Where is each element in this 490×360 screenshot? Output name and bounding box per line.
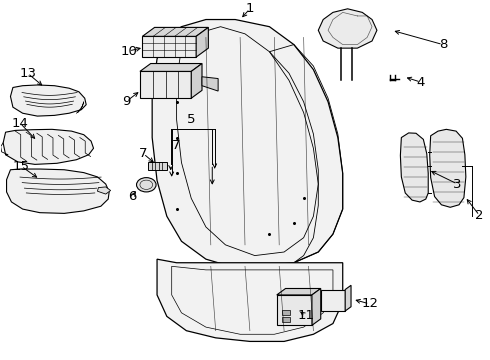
Polygon shape	[98, 187, 111, 194]
Bar	[321, 289, 345, 311]
Polygon shape	[277, 288, 321, 295]
Polygon shape	[430, 129, 466, 207]
Polygon shape	[312, 288, 321, 325]
Text: 4: 4	[416, 76, 425, 89]
Text: 1: 1	[245, 2, 254, 15]
Circle shape	[137, 177, 156, 192]
Bar	[143, 36, 196, 57]
Text: 2: 2	[475, 209, 484, 222]
Polygon shape	[202, 77, 218, 91]
Text: 8: 8	[439, 38, 447, 51]
Text: 11: 11	[297, 309, 314, 322]
Polygon shape	[196, 27, 208, 57]
Bar	[282, 310, 291, 315]
Polygon shape	[152, 19, 343, 266]
Bar	[140, 71, 191, 98]
Text: 14: 14	[12, 117, 29, 130]
Polygon shape	[3, 129, 94, 165]
Text: 10: 10	[120, 45, 137, 58]
Polygon shape	[10, 85, 86, 116]
Polygon shape	[140, 63, 202, 71]
Bar	[148, 162, 167, 170]
Polygon shape	[191, 63, 202, 98]
Polygon shape	[400, 133, 428, 202]
Polygon shape	[6, 169, 109, 213]
Text: 7: 7	[172, 139, 181, 152]
Text: 15: 15	[13, 160, 30, 173]
Bar	[282, 318, 291, 322]
Text: 5: 5	[187, 113, 196, 126]
Text: 9: 9	[122, 95, 131, 108]
Polygon shape	[345, 285, 351, 311]
Text: 12: 12	[361, 297, 378, 310]
Text: 7: 7	[139, 147, 147, 160]
Text: 3: 3	[453, 177, 462, 190]
Polygon shape	[318, 9, 377, 48]
Polygon shape	[143, 27, 208, 36]
Polygon shape	[157, 259, 343, 341]
Text: 13: 13	[19, 67, 36, 80]
Text: 6: 6	[128, 190, 137, 203]
Bar	[277, 295, 312, 325]
